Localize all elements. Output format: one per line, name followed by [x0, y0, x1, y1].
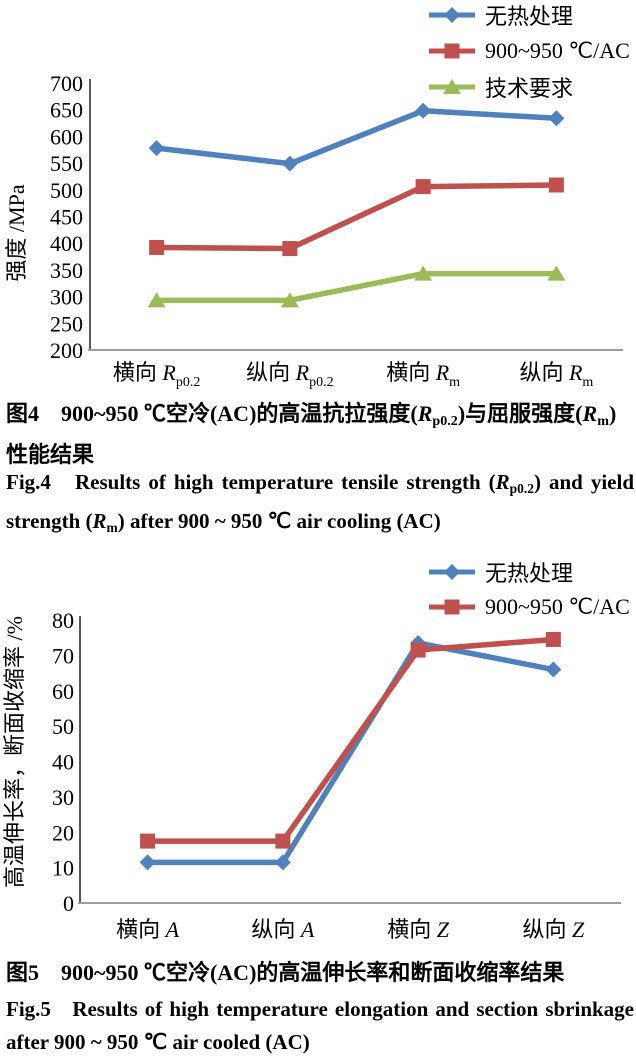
svg-text:50: 50	[52, 714, 74, 739]
svg-text:纵向 Rp0.2: 纵向 Rp0.2	[246, 360, 333, 390]
svg-text:0: 0	[63, 891, 74, 916]
fig4-caption-zh: 图4 900~950 ℃空冷(AC)的高温抗拉强度(Rp0.2)与屈服强度(Rm…	[6, 401, 617, 468]
svg-text:横向 A: 横向 A	[116, 917, 180, 942]
fig4-legend: 无热处理 900~950 ℃/AC 技术要求	[428, 2, 630, 101]
svg-text:纵向 Z: 纵向 Z	[522, 917, 585, 942]
fig4-legend-item-900-950-ac: 900~950 ℃/AC	[428, 38, 630, 64]
svg-text:20: 20	[52, 820, 74, 845]
svg-text:30: 30	[52, 785, 74, 810]
svg-text:70: 70	[52, 643, 74, 668]
triangle-marker-icon	[428, 78, 476, 96]
svg-text:强度 /MPa: 强度 /MPa	[4, 184, 29, 281]
fig5-line-chart: 0 10 20 30 40 50 60 70 80 高温伸长率，断面收缩率 /% 横向 A 纵向 A 横…	[0, 596, 636, 963]
fig4-legend-item-technical-requirement: 技术要求	[428, 74, 630, 101]
svg-text:纵向 Rm: 纵向 Rm	[519, 360, 593, 390]
square-marker-icon	[428, 598, 476, 616]
svg-text:横向 Rm: 横向 Rm	[386, 360, 460, 390]
fig5-legend-label-1: 无热处理	[485, 561, 574, 586]
fig5-caption-en: Fig.5 Results of high temperature elonga…	[6, 997, 635, 1054]
fig5-legend-label-2: 900~950 ℃/AC	[485, 594, 630, 619]
fig5-legend: 无热处理 900~950 ℃/AC	[428, 559, 630, 620]
svg-text:纵向 A: 纵向 A	[251, 917, 315, 942]
svg-text:200: 200	[50, 338, 83, 363]
svg-text:300: 300	[50, 285, 83, 310]
svg-text:横向 Z: 横向 Z	[387, 917, 450, 942]
fig5-legend-item-no-heat-treatment: 无热处理	[428, 559, 630, 586]
fig5-legend-item-900-950-ac: 900~950 ℃/AC	[428, 594, 630, 620]
svg-text:700: 700	[50, 71, 83, 96]
svg-text:80: 80	[52, 608, 74, 633]
diamond-marker-icon	[428, 563, 476, 581]
svg-text:350: 350	[50, 258, 83, 283]
svg-text:550: 550	[50, 151, 83, 176]
svg-text:10: 10	[52, 856, 74, 881]
svg-text:40: 40	[52, 750, 74, 775]
fig4-legend-item-no-heat-treatment: 无热处理	[428, 2, 630, 29]
svg-text:450: 450	[50, 205, 83, 230]
svg-text:650: 650	[50, 98, 83, 123]
fig4-legend-label-1: 无热处理	[485, 4, 574, 29]
svg-text:600: 600	[50, 124, 83, 149]
fig4-legend-label-2: 900~950 ℃/AC	[485, 38, 630, 63]
fig5-caption-zh: 图5 900~950 ℃空冷(AC)的高温伸长率和断面收缩率结果	[6, 960, 565, 985]
fig4-legend-label-3: 技术要求	[485, 76, 574, 101]
svg-text:500: 500	[50, 178, 83, 203]
fig4-line-chart: 200 250 300 350 400 450 500 550 600 650 700 强度 /MPa…	[0, 58, 636, 401]
svg-text:60: 60	[52, 679, 74, 704]
diamond-marker-icon	[428, 6, 476, 24]
svg-text:高温伸长率，断面收缩率 /%: 高温伸长率，断面收缩率 /%	[2, 616, 27, 888]
square-marker-icon	[428, 42, 476, 60]
svg-text:250: 250	[50, 311, 83, 336]
svg-text:横向 Rp0.2: 横向 Rp0.2	[113, 360, 200, 390]
svg-text:400: 400	[50, 231, 83, 256]
fig4-caption-en: Fig.4 Results of high temperature tensil…	[6, 470, 635, 536]
